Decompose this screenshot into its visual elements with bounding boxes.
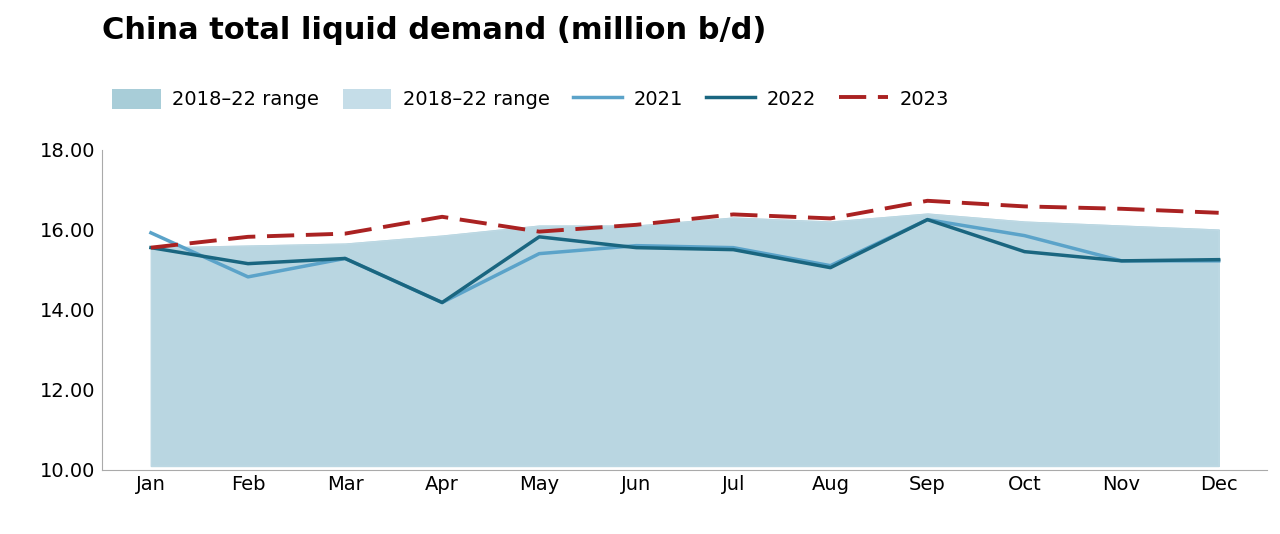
Text: China total liquid demand (million b/d): China total liquid demand (million b/d) [102,16,767,45]
Legend: 2018–22 range, 2018–22 range, 2021, 2022, 2023: 2018–22 range, 2018–22 range, 2021, 2022… [113,89,948,109]
